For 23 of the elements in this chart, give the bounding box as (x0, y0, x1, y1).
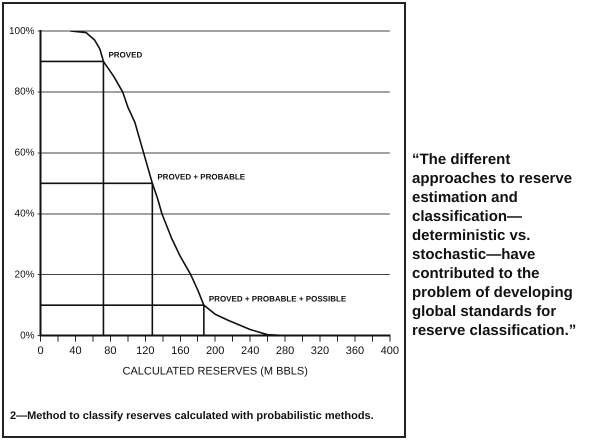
y-tick-label: 40% (14, 208, 35, 220)
x-tick-label: 360 (346, 345, 364, 358)
x-tick-label: 280 (276, 345, 294, 358)
x-tick-label: 0 (38, 345, 44, 358)
annotation: PROVED + PROBABLE + POSSIBLE (208, 294, 347, 304)
x-tick-label: 40 (69, 345, 82, 358)
annotation: PROVED + PROBABLE (157, 172, 246, 182)
x-tick-label: 240 (240, 345, 260, 358)
x-tick-label: 120 (136, 345, 155, 358)
y-tick-label: 60% (14, 148, 35, 159)
y-tick-label: 0% (20, 330, 35, 342)
x-tick-label: 400 (380, 345, 400, 358)
y-tick-label: 100% (9, 26, 35, 37)
x-tick-label: 200 (206, 345, 224, 358)
y-tick-label: 20% (14, 269, 35, 280)
annotation: PROVED (108, 50, 142, 60)
x-tick-label: 80 (104, 345, 117, 358)
x-tick-label: 160 (171, 345, 190, 358)
y-tick-label: 80% (14, 86, 35, 98)
text: 2—Method to classify reserves calculated with probabilistic methods. (10, 410, 374, 422)
text: “The different approaches to reserve estimation and classification—deterministic vs. stochastic—have contributed to the problem of developing global standards for reserve classification.” (412, 151, 576, 339)
x-axis-title: CALCULATED RESERVES (M BBLS) (122, 365, 308, 378)
x-tick-label: 320 (310, 345, 330, 358)
